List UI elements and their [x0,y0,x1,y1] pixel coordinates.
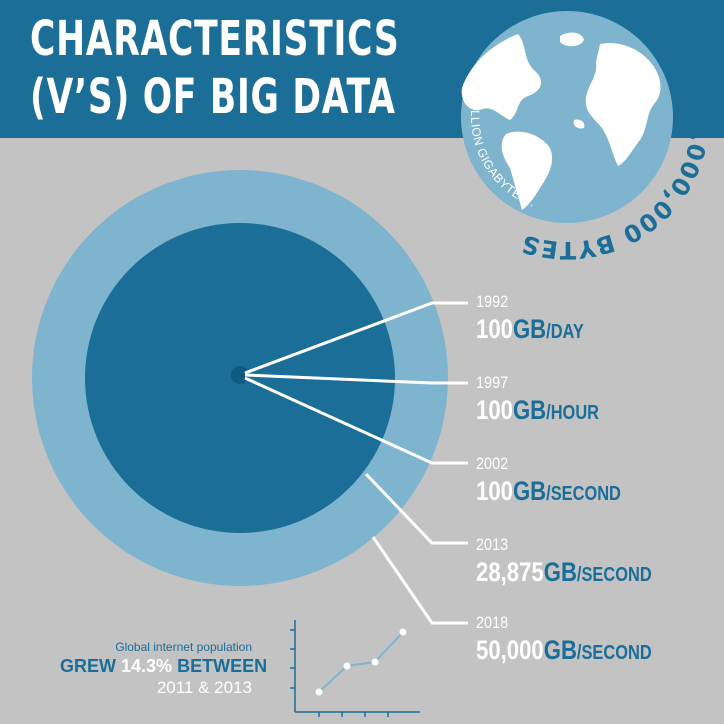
growth-chart-axes [290,620,420,717]
globe [461,11,673,223]
globe-land-south-america [501,131,553,210]
milestone-2013: 2013 28,875GB/SECOND [476,535,690,592]
milestone-value: 28,875GB/SECOND [476,557,652,587]
milestone-value: 50,000GB/SECOND [476,635,652,665]
globe-sub-text: (51 BILLION GIGABYTES). [468,75,537,210]
globe-land-small [573,119,585,129]
milestone-year: 2013 [476,535,509,554]
milestone-value: 100GB/SECOND [476,476,621,506]
population-stat: Global internet population GREW 14.3% BE… [60,639,268,699]
population-growth: GREW 14.3% BETWEEN [60,656,268,676]
globe-land-europe-africa [585,42,661,166]
milestone-value: 100GB/DAY [476,314,584,344]
milestone-2018: 2018 50,000GB/SECOND [476,613,690,670]
connector-1992 [244,301,468,375]
title-line-1: CHARACTERISTICS [30,11,400,67]
growth-line [318,631,404,693]
growth-chart [290,620,420,717]
growth-point-1 [315,688,323,696]
milestone-year: 2002 [476,454,509,473]
growth-point-2 [343,662,351,670]
connector-2018 [371,536,468,625]
globe-land-island [560,32,584,47]
population-label: Global internet population [115,640,252,654]
milestone-year: 2018 [476,613,509,632]
globe-land-north-america [461,34,542,120]
milestone-2002: 2002 100GB/SECOND [476,454,653,511]
center-dot [231,366,249,384]
milestone-value: 100GB/HOUR [476,395,600,425]
title-line-2: (V’S) OF BIG DATA [30,69,396,125]
connector-lines [244,301,468,625]
connector-2002 [244,376,468,465]
connector-1997 [244,373,468,385]
page-title: CHARACTERISTICS (V’S) OF BIG DATA [30,10,399,126]
milestone-1992: 1992 100GB/DAY [476,292,608,349]
milestone-year: 1992 [476,292,509,311]
growth-point-3 [371,658,379,666]
growth-point-4 [399,628,407,636]
population-years: 2011 & 2013 [156,678,252,697]
milestone-year: 1997 [476,373,509,392]
milestone-1997: 1997 100GB/HOUR [476,373,626,430]
connector-2013 [364,472,468,545]
